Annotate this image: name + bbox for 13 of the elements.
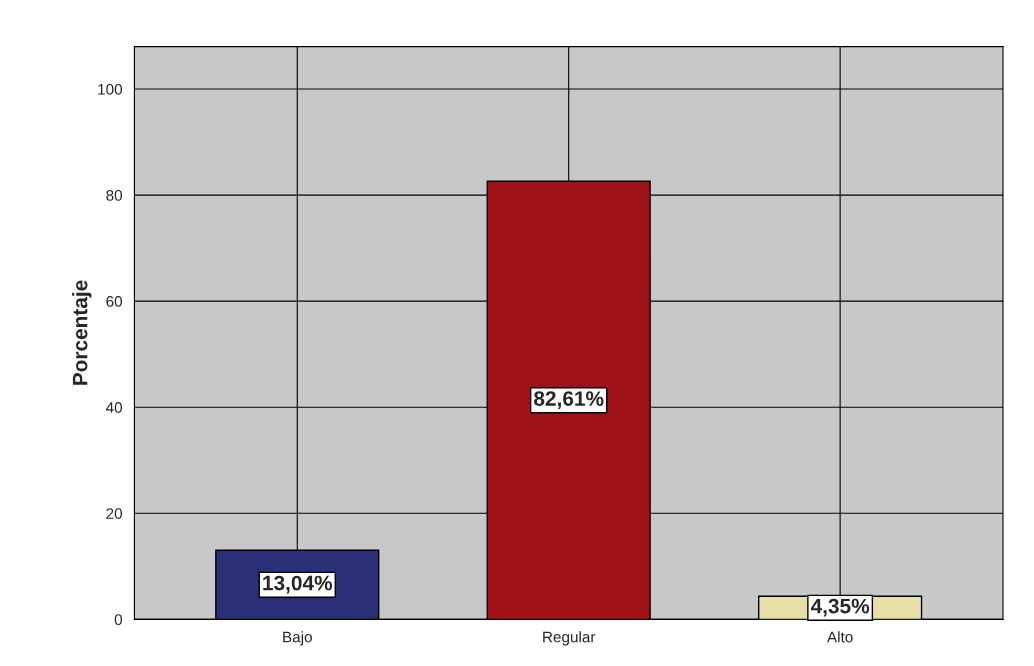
y-tick-label: 40: [105, 402, 123, 413]
data-label: 82,61%: [534, 391, 604, 409]
y-tick-label: 60: [106, 296, 123, 307]
y-tick-label: 0: [114, 614, 123, 626]
y-tick-label: 100: [98, 83, 123, 95]
y-tick-label: 20: [106, 508, 123, 519]
data-label: 13,04%: [263, 575, 333, 594]
data-label: 4,35%: [810, 598, 870, 617]
y-tick-label: 80: [106, 189, 123, 201]
y-axis-title: Porcentaje: [72, 280, 92, 385]
x-tick-label: Alto: [826, 631, 853, 643]
x-tick-label: Regular: [543, 631, 596, 646]
x-tick-label: Bajo: [283, 631, 312, 646]
